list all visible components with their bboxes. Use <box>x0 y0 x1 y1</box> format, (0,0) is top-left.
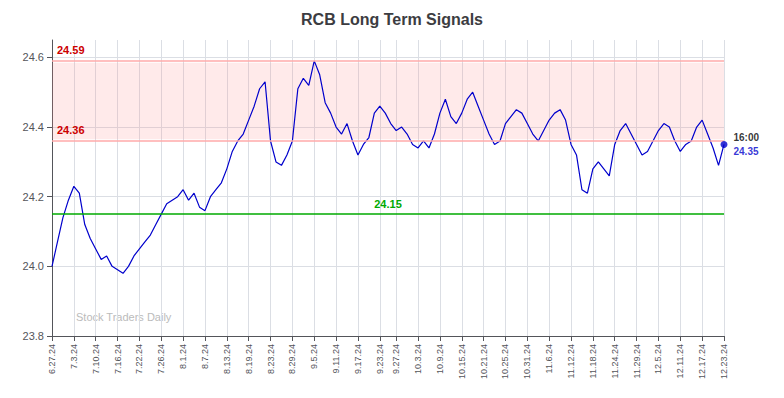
svg-text:8.7.24: 8.7.24 <box>200 344 210 369</box>
svg-text:11.6.24: 11.6.24 <box>544 344 554 373</box>
svg-text:8.13.24: 8.13.24 <box>222 344 232 374</box>
svg-text:7.22.24: 7.22.24 <box>134 344 144 374</box>
svg-text:11.24.24: 11.24.24 <box>610 344 620 378</box>
svg-text:9.5.24: 9.5.24 <box>309 344 319 369</box>
svg-text:7.10.24: 7.10.24 <box>91 344 101 374</box>
svg-text:24.59: 24.59 <box>57 44 85 56</box>
svg-text:24.35: 24.35 <box>734 146 759 157</box>
svg-text:10.9.24: 10.9.24 <box>435 344 445 374</box>
svg-text:11.29.24: 11.29.24 <box>632 344 642 378</box>
svg-text:6.27.24: 6.27.24 <box>47 344 57 374</box>
svg-text:10.3.24: 10.3.24 <box>413 344 423 374</box>
svg-text:24.15: 24.15 <box>374 198 402 210</box>
svg-text:7.16.24: 7.16.24 <box>113 344 123 374</box>
svg-text:24.2: 24.2 <box>23 191 44 203</box>
svg-text:9.17.24: 9.17.24 <box>353 344 363 374</box>
svg-text:11.18.24: 11.18.24 <box>588 344 598 378</box>
svg-text:Stock Traders Daily: Stock Traders Daily <box>76 311 172 323</box>
svg-text:24.4: 24.4 <box>23 121 44 133</box>
svg-text:10.21.24: 10.21.24 <box>479 344 489 379</box>
svg-text:7.3.24: 7.3.24 <box>69 344 79 369</box>
svg-text:24.6: 24.6 <box>23 51 44 63</box>
svg-text:7.26.24: 7.26.24 <box>156 344 166 374</box>
svg-text:12.11.24: 12.11.24 <box>675 344 685 378</box>
svg-text:RCB Long Term Signals: RCB Long Term Signals <box>301 11 483 28</box>
svg-text:8.19.24: 8.19.24 <box>244 344 254 374</box>
svg-text:8.29.24: 8.29.24 <box>287 344 297 374</box>
svg-text:16:00: 16:00 <box>734 132 760 143</box>
svg-text:12.23.24: 12.23.24 <box>719 344 729 379</box>
svg-text:8.23.24: 8.23.24 <box>266 344 276 374</box>
svg-text:24.36: 24.36 <box>57 124 85 136</box>
svg-text:12.5.24: 12.5.24 <box>653 344 663 374</box>
svg-text:12.17.24: 12.17.24 <box>697 344 707 379</box>
svg-text:8.1.24: 8.1.24 <box>178 344 188 369</box>
svg-text:10.31.24: 10.31.24 <box>522 344 532 379</box>
svg-text:11.12.24: 11.12.24 <box>566 344 576 378</box>
svg-text:23.8: 23.8 <box>23 330 44 342</box>
svg-text:9.11.24: 9.11.24 <box>331 344 341 373</box>
svg-text:9.27.24: 9.27.24 <box>391 344 401 374</box>
svg-text:10.15.24: 10.15.24 <box>457 344 467 379</box>
svg-text:24.0: 24.0 <box>23 260 44 272</box>
svg-text:10.25.24: 10.25.24 <box>500 344 510 379</box>
svg-text:9.23.24: 9.23.24 <box>375 344 385 374</box>
